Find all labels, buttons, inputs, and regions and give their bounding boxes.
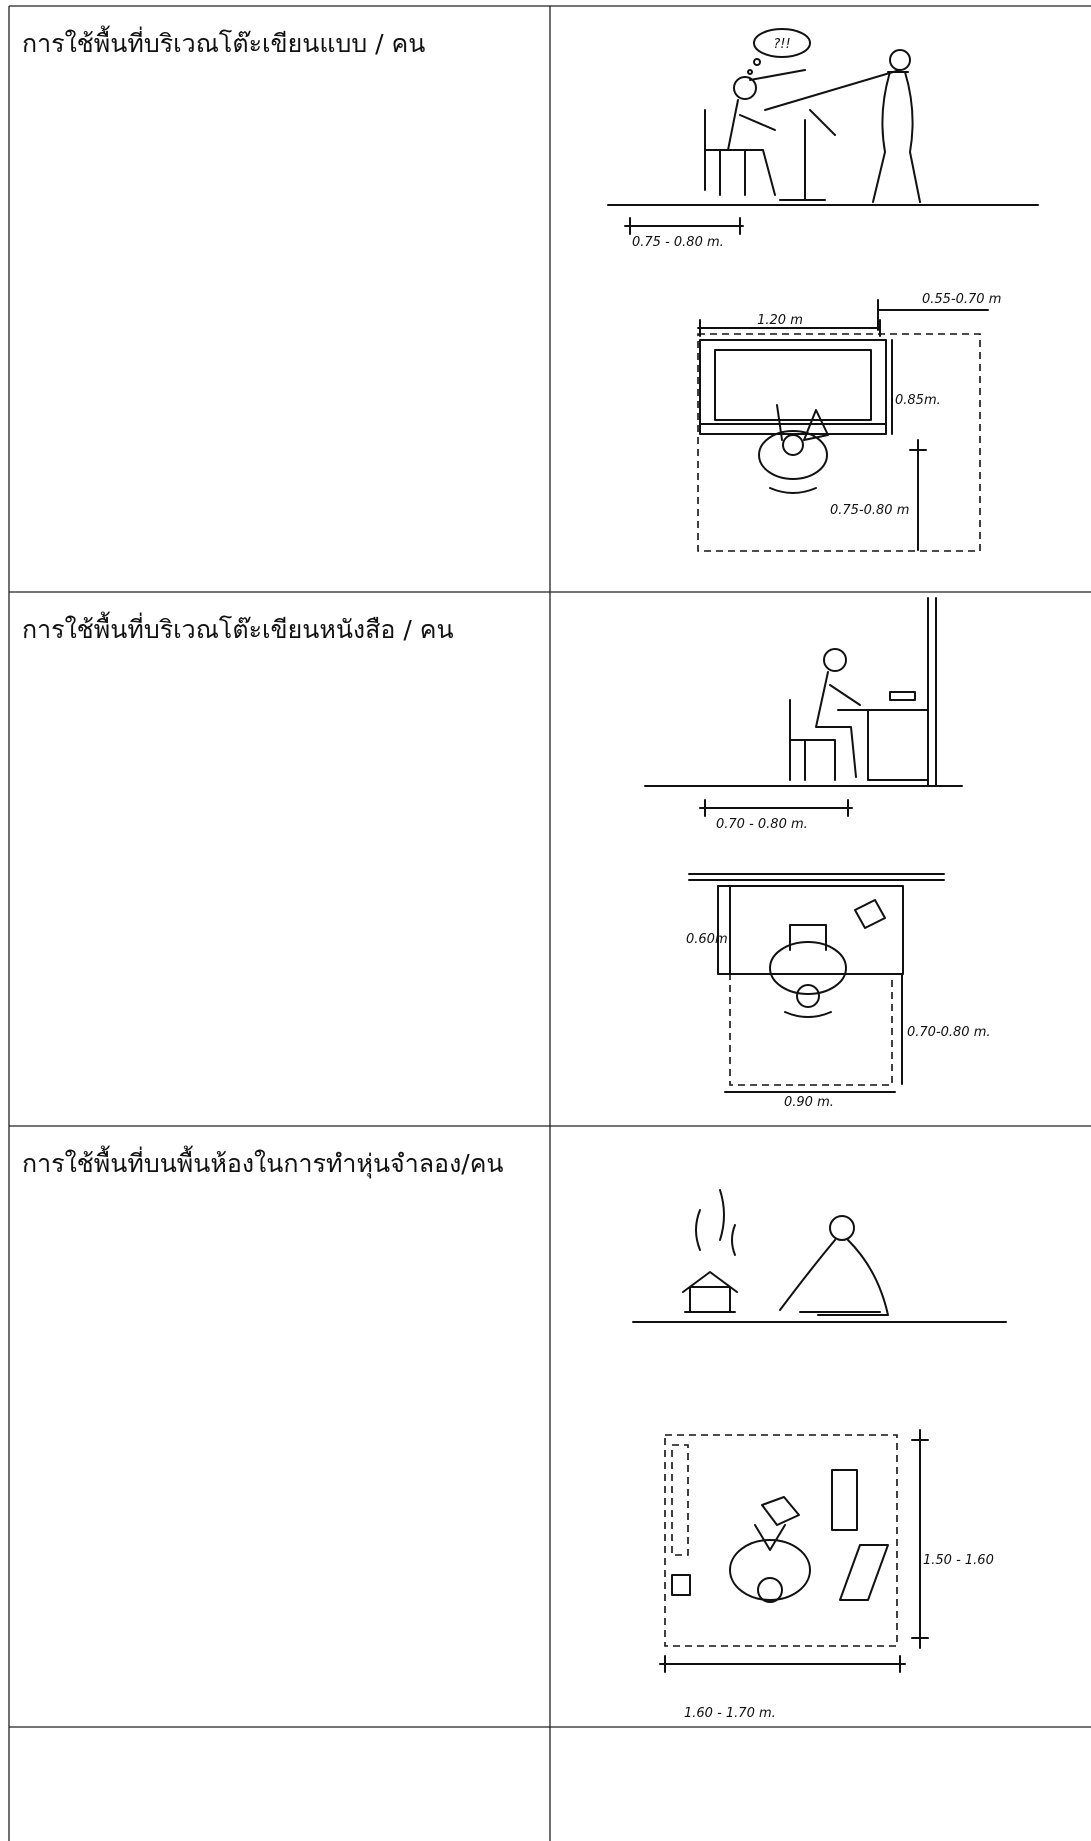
dimension-label: 0.75-0.80 m <box>830 503 909 518</box>
dimension-label: 1.50 - 1.60 <box>923 1553 994 1568</box>
dimension-label: 0.85m. <box>895 393 941 408</box>
dimension-label: 0.55-0.70 m <box>922 292 1001 307</box>
row-label: การใช้พื้นที่บริเวณโต๊ะเขียนแบบ / คน <box>22 29 426 58</box>
writing-elevation: 0.70 - 0.80 m. <box>644 597 963 832</box>
dimension-label: 1.60 - 1.70 m. <box>684 1706 776 1721</box>
drafting-plan: 1.20 m 0.55-0.70 m 0.85m. 0.75-0.80 m <box>697 292 1001 552</box>
model-plan: 1.50 - 1.60 1.60 - 1.70 m. <box>659 1429 994 1721</box>
table-grid <box>8 5 1091 1841</box>
thought-bubble: ?!! <box>773 37 790 52</box>
dimension-label: 0.90 m. <box>784 1095 834 1110</box>
row-label: การใช้พื้นที่บริเวณโต๊ะเขียนหนังสือ / คน <box>22 615 454 644</box>
dimension-label: 0.70-0.80 m. <box>907 1025 991 1040</box>
drafting-elevation: ?!! 0.75 - 0.80 m. <box>607 28 1039 250</box>
dimension-label: 0.75 - 0.80 m. <box>632 235 724 250</box>
dimension-label: 0.60m <box>686 932 728 947</box>
dimension-label: 0.70 - 0.80 m. <box>716 817 808 832</box>
writing-plan: 0.60m 0.70-0.80 m. 0.90 m. <box>686 873 991 1110</box>
model-elevation <box>632 1189 1007 1323</box>
dimension-label: 1.20 m <box>757 313 803 328</box>
row-label: การใช้พื้นที่บนพื้นห้องในการทำหุ่นจำลอง/… <box>22 1149 504 1178</box>
